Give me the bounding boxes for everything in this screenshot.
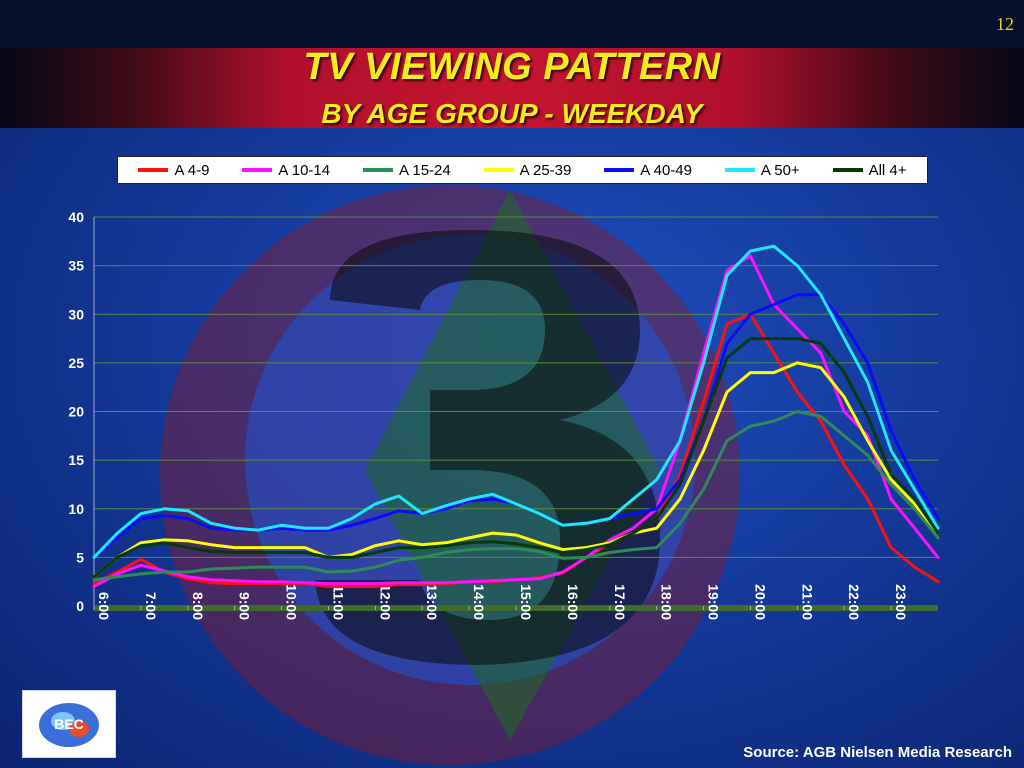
x-tick-label: 16:00	[565, 584, 581, 620]
y-tick-label: 30	[68, 306, 84, 322]
legend-label: A 10-14	[278, 161, 331, 179]
top-bar	[0, 0, 1024, 48]
y-tick-label: 25	[68, 355, 84, 371]
logo-numeral-3	[315, 230, 660, 665]
series-line	[92, 361, 940, 579]
slide-number: 12	[996, 14, 1014, 34]
y-tick-label: 0	[76, 598, 84, 614]
legend-item: A 10-14	[242, 162, 330, 179]
legend-label: A 4-9	[174, 161, 210, 179]
legend-item: A 40-49	[604, 162, 692, 179]
y-tick-label: 10	[68, 501, 84, 517]
x-tick-label: 12:00	[377, 584, 393, 620]
bec-logo: BEC	[22, 690, 116, 758]
y-tick-label: 35	[68, 258, 84, 274]
y-tick-label: 20	[68, 404, 84, 420]
y-tick-label: 5	[76, 549, 84, 565]
legend-label: All 4+	[868, 161, 907, 179]
legend-label: A 50+	[760, 161, 800, 179]
x-tick-label: 20:00	[752, 584, 768, 620]
legend-swatch	[724, 168, 755, 172]
x-tick-label: 6:00	[96, 592, 112, 620]
x-tick-label: 10:00	[284, 584, 300, 620]
series-line	[92, 244, 940, 559]
legend-item: A 50+	[724, 161, 800, 179]
x-tick-label: 22:00	[846, 584, 862, 620]
x-tick-label: 8:00	[190, 592, 206, 620]
legend-item: All 4+	[832, 161, 907, 179]
x-tick-label: 21:00	[799, 584, 815, 620]
x-tick-label: 19:00	[706, 584, 722, 620]
legend-item: A 25-39	[483, 161, 572, 179]
legend-label: A 40-49	[640, 161, 692, 179]
series-line	[92, 254, 940, 588]
legend-swatch	[242, 168, 273, 172]
bec-logo-text: BEC	[54, 716, 84, 732]
legend-swatch	[138, 168, 169, 172]
legend-swatch	[483, 168, 514, 172]
legend-item: A 4-9	[138, 162, 209, 179]
legend-swatch	[604, 168, 635, 172]
x-tick-label: 14:00	[471, 584, 487, 620]
x-tick-label: 7:00	[143, 592, 159, 620]
y-tick-label: 40	[68, 209, 84, 225]
x-tick-label: 18:00	[659, 584, 675, 620]
x-tick-label: 17:00	[612, 584, 628, 620]
x-tick-label: 23:00	[893, 584, 909, 620]
legend-label: A 15-24	[399, 161, 451, 179]
x-tick-label: 13:00	[424, 584, 440, 620]
legend-swatch	[363, 168, 394, 172]
page-title: TV VIEWING PATTERN	[303, 46, 721, 88]
x-tick-label: 15:00	[518, 584, 534, 620]
x-tick-label: 9:00	[237, 592, 253, 620]
chart-legend: A 4-9 A 10-14 A 15-24 A 25-39 A 40-49 A 50+ Al…	[117, 156, 928, 184]
title-band	[0, 48, 1024, 128]
legend-label: A 25-39	[519, 161, 572, 179]
series-line	[92, 293, 940, 559]
series-line	[92, 410, 940, 582]
page-subtitle: BY AGE GROUP - WEEKDAY	[321, 98, 703, 129]
x-tick-label: 11:00	[330, 585, 346, 620]
series-line	[92, 337, 940, 579]
legend-item: A 15-24	[363, 162, 451, 179]
y-tick-label: 15	[68, 452, 84, 468]
source-note: Source: AGB Nielsen Media Research	[743, 744, 1012, 761]
legend-swatch	[832, 168, 863, 172]
